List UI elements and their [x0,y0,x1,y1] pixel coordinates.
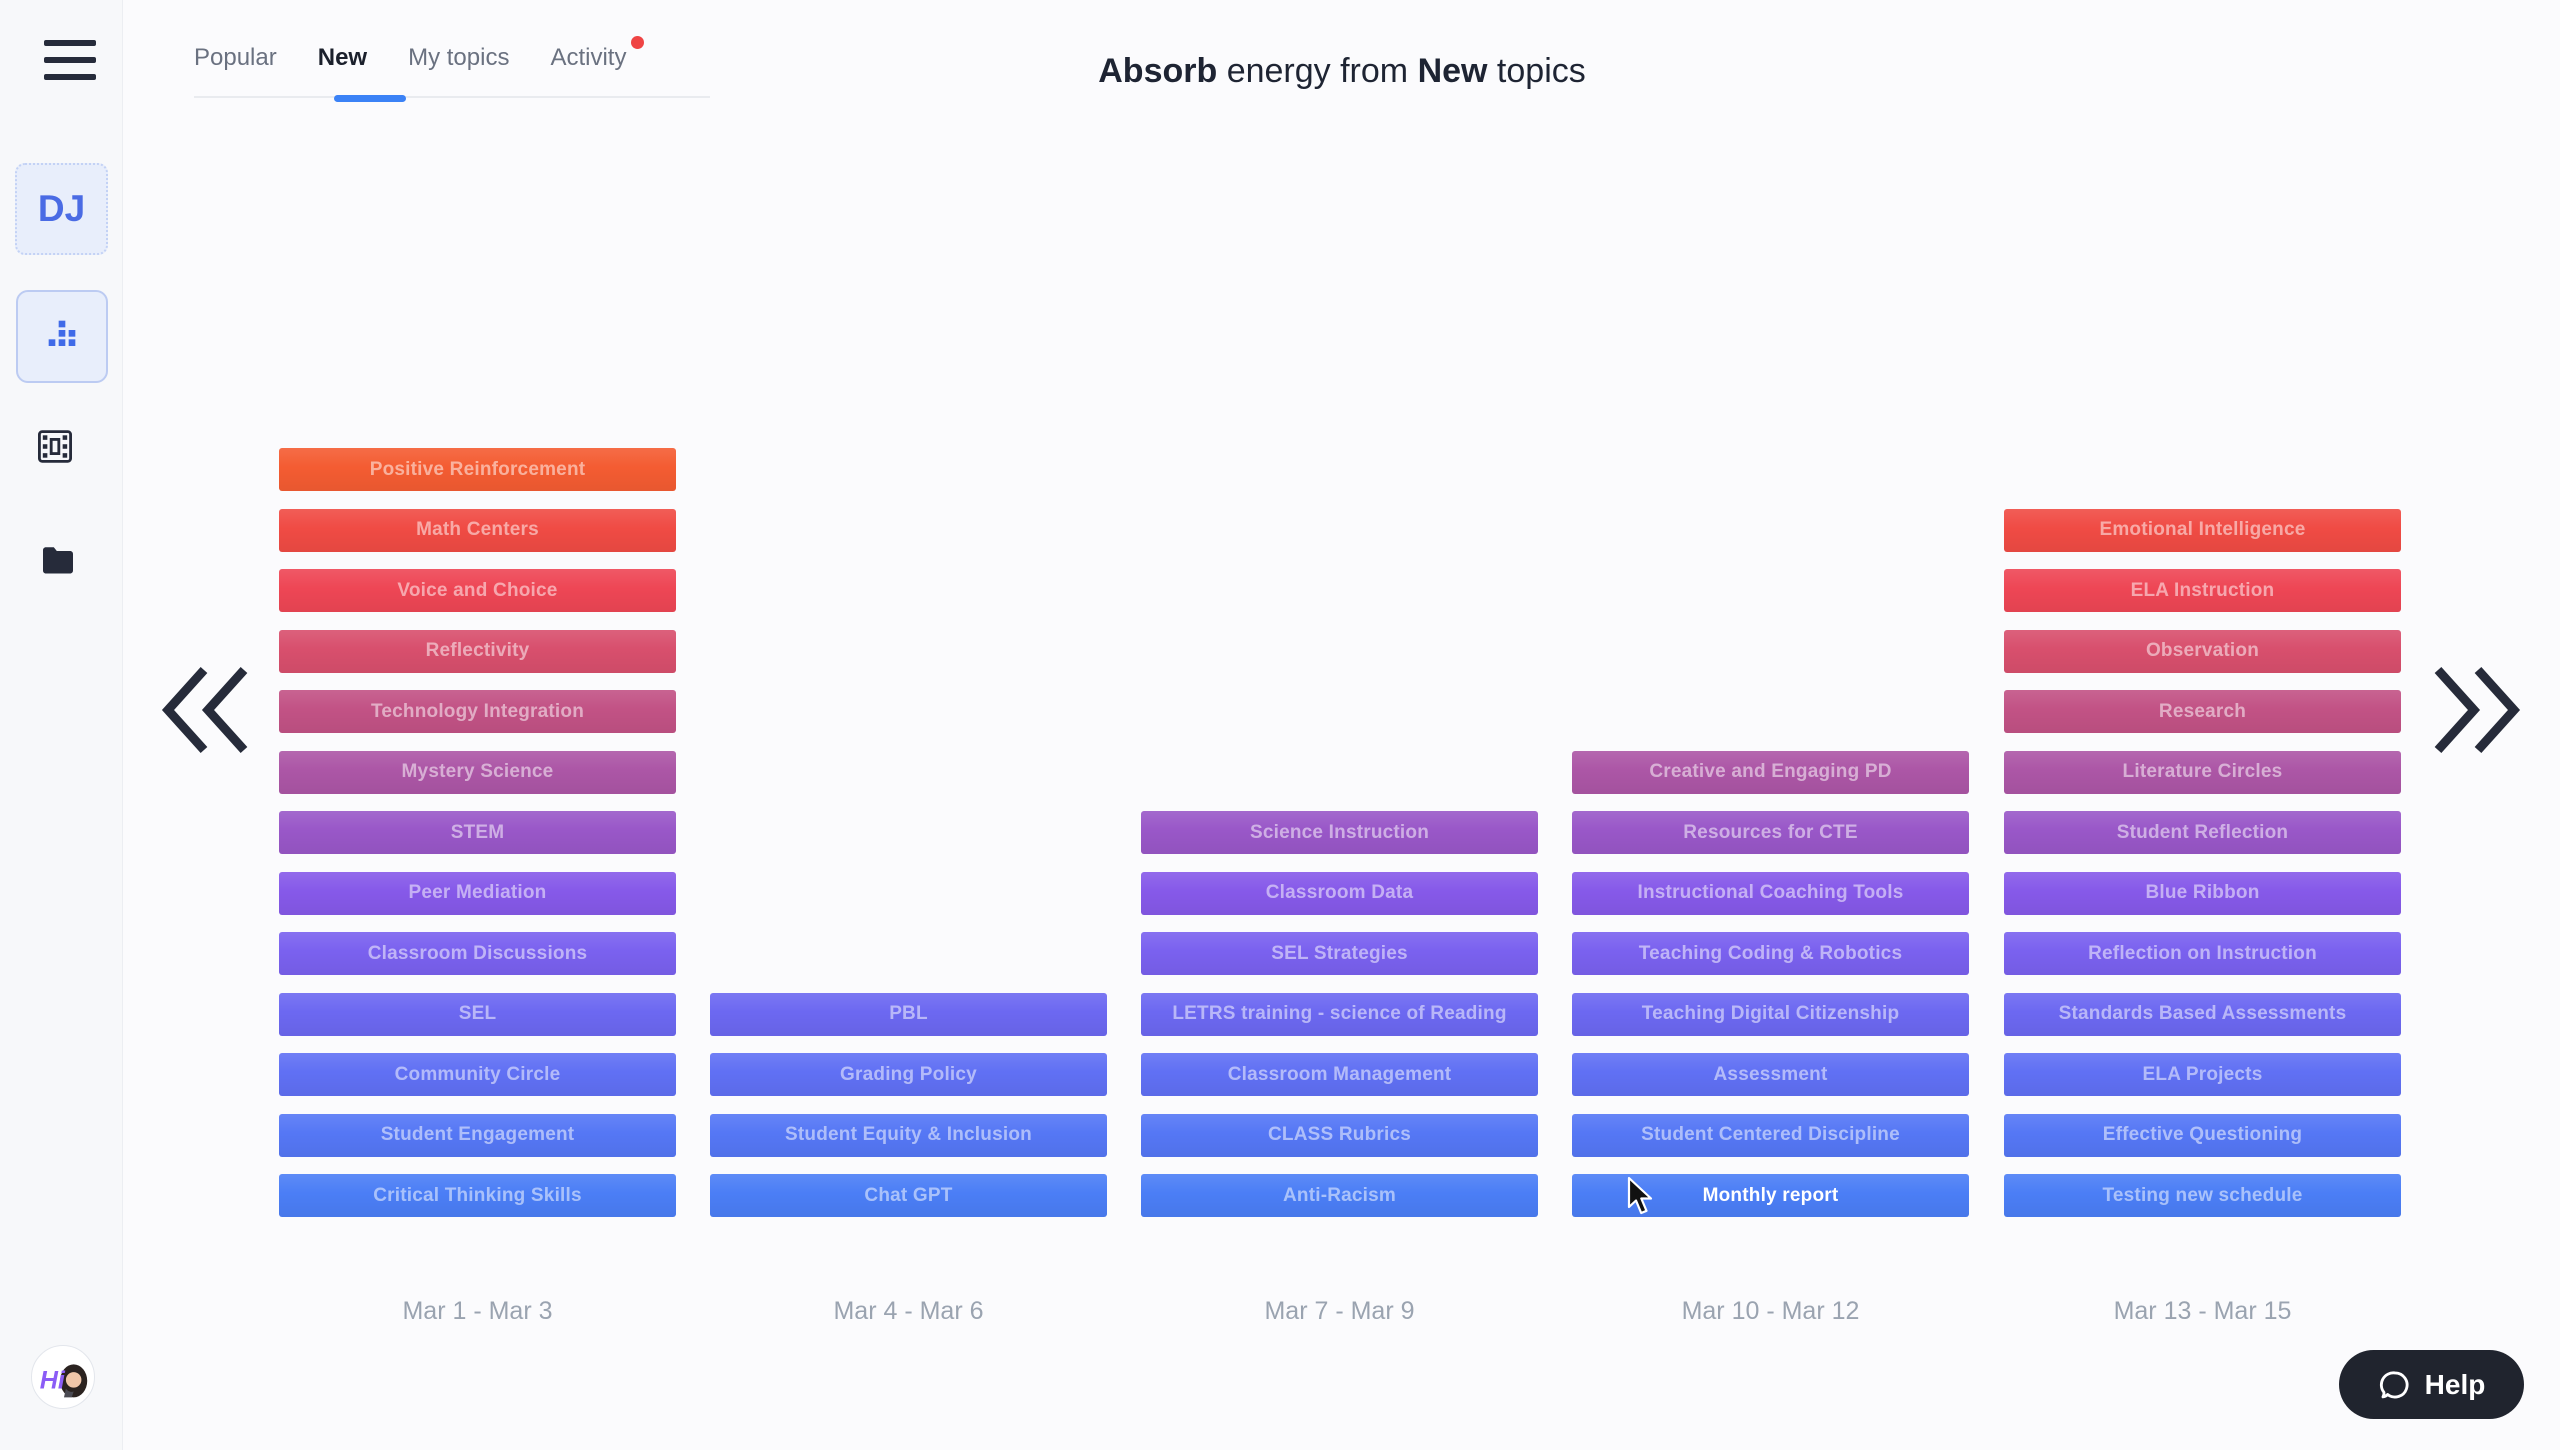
topic-bar[interactable]: Instructional Coaching Tools [1572,871,1969,915]
topic-bar[interactable]: Reflectivity [279,629,676,673]
user-initials-avatar[interactable]: DJ [15,163,108,255]
topic-bar[interactable]: Technology Integration [279,690,676,733]
topic-bar[interactable]: Resources for CTE [1572,811,1969,854]
column-date-label: Mar 13 - Mar 15 [2113,1297,2292,1325]
topic-bar[interactable]: SEL [279,992,676,1036]
title-word-absorb: Absorb [1098,52,1218,90]
column-date-label: Mar 4 - Mar 6 [833,1297,984,1325]
tab-my-topics[interactable]: My topics [408,44,510,71]
topic-bar[interactable]: Anti-Racism [1141,1174,1538,1217]
chat-bubble-icon [2378,1368,2412,1402]
topic-bar[interactable]: Student Reflection [2004,811,2401,854]
hamburger-bar [44,74,96,80]
chart-column: Positive Reinforcement Math Centers Voice … [279,448,676,1217]
topic-bar[interactable]: Classroom Data [1141,871,1538,915]
double-chevron-left-icon [160,666,252,758]
stats-bars-icon [46,318,78,355]
next-page-button[interactable] [2430,665,2522,758]
topic-bar[interactable]: Standards Based Assessments [2004,992,2401,1036]
topic-bar[interactable]: Grading Policy [710,1053,1107,1096]
topic-bar[interactable]: Classroom Discussions [279,932,676,975]
tab-activity[interactable]: Activity [550,36,645,72]
topic-bar[interactable]: ELA Projects [2004,1053,2401,1096]
topic-bar[interactable]: STEM [279,811,676,854]
profile-avatar[interactable]: Hi [31,1345,95,1409]
tab-new[interactable]: New [317,44,368,71]
topic-bar[interactable]: Monthly report [1572,1174,1969,1217]
topic-bar[interactable]: Voice and Choice [279,569,676,612]
topic-bar[interactable]: Student Equity & Inclusion [710,1113,1107,1157]
title-word-new: New [1417,52,1488,90]
title-suffix: topics [1487,52,1586,90]
sidebar: DJ [0,0,123,1450]
topic-bar[interactable]: Chat GPT [710,1174,1107,1217]
topic-bar[interactable]: Teaching Coding & Robotics [1572,932,1969,975]
sidebar-item-media[interactable] [38,430,72,468]
title-middle: energy from [1217,52,1418,90]
chart-column: Creative and Engaging PD Resources for CT… [1572,750,1969,1217]
chart-column: PBL Grading Policy Student Equity & Inclus… [710,992,1107,1217]
topic-bar[interactable]: Blue Ribbon [2004,871,2401,915]
folder-icon [40,547,76,579]
tab-popular[interactable]: Popular [194,44,277,71]
topic-bar[interactable]: Positive Reinforcement [279,448,676,491]
page-title: Absorb energy from New topics [1098,52,1586,91]
tab-bar: Popular New My topics Activity [194,36,710,102]
help-button-label: Help [2424,1368,2486,1400]
topic-bar[interactable]: CLASS Rubrics [1141,1113,1538,1157]
sidebar-item-folder[interactable] [40,545,76,580]
hamburger-menu-button[interactable] [44,40,96,80]
column-date-label: Mar 10 - Mar 12 [1681,1297,1860,1325]
column-date-label: Mar 1 - Mar 3 [402,1297,553,1325]
topic-bar[interactable]: Literature Circles [2004,750,2401,794]
topic-bar[interactable]: Student Engagement [279,1113,676,1157]
film-icon [38,430,72,467]
topic-bar[interactable]: Emotional Intelligence [2004,508,2401,552]
tab-activity-label: Activity [550,44,627,71]
profile-avatar-image: Hi [32,1346,94,1408]
sidebar-item-stats[interactable] [16,290,108,383]
hamburger-bar [44,57,96,63]
topic-bar[interactable]: Classroom Management [1141,1053,1538,1096]
topic-bar[interactable]: Community Circle [279,1053,676,1096]
double-chevron-right-icon [2430,666,2522,758]
active-tab-indicator [334,95,406,102]
topic-bar[interactable]: Peer Mediation [279,871,676,915]
column-date-label: Mar 7 - Mar 9 [1264,1297,1415,1325]
chart-column: Science Instruction Classroom Data SEL Str… [1141,811,1538,1217]
topic-bar[interactable]: LETRS training - science of Reading [1141,992,1538,1036]
activity-notification-dot [631,36,645,49]
topic-bar[interactable]: Assessment [1572,1053,1969,1096]
topic-bar[interactable]: Testing new schedule [2004,1174,2401,1217]
topic-bar[interactable]: Science Instruction [1141,811,1538,854]
topic-bar[interactable]: Observation [2004,629,2401,673]
topic-bar[interactable]: Research [2004,690,2401,733]
topic-bar[interactable]: PBL [710,992,1107,1036]
topic-bar[interactable]: Reflection on Instruction [2004,932,2401,975]
topic-bar[interactable]: ELA Instruction [2004,569,2401,612]
topic-bar[interactable]: Effective Questioning [2004,1113,2401,1157]
previous-page-button[interactable] [160,665,252,758]
topic-bar[interactable]: Mystery Science [279,750,676,794]
topic-bar[interactable]: Student Centered Discipline [1572,1113,1969,1157]
topic-bar[interactable]: SEL Strategies [1141,932,1538,975]
chart-column: Emotional Intelligence ELA Instruction Obs… [2004,508,2401,1217]
help-button[interactable]: Help [2339,1350,2524,1419]
topic-bar[interactable]: Creative and Engaging PD [1572,750,1969,794]
topic-bar[interactable]: Teaching Digital Citizenship [1572,992,1969,1036]
hamburger-bar [44,40,96,46]
svg-text:Hi: Hi [40,1367,66,1395]
topic-bar[interactable]: Math Centers [279,508,676,552]
topic-bar[interactable]: Critical Thinking Skills [279,1174,676,1217]
